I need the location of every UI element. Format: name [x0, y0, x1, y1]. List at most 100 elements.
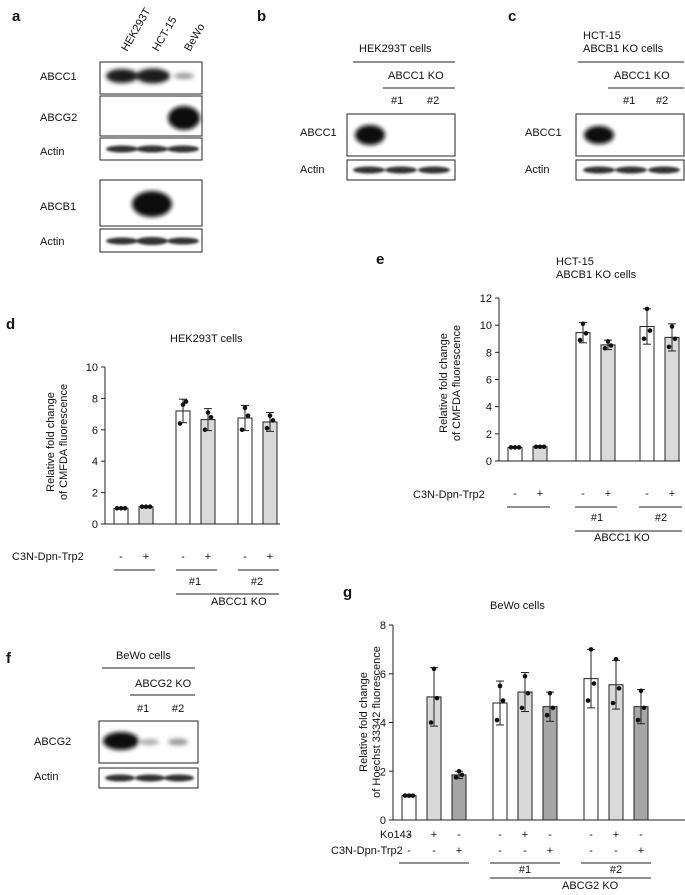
group-label: #1	[591, 512, 603, 524]
chart-e-ylabel-1: Relative fold change	[438, 333, 450, 433]
panel-c-ko-label: ABCC1 KO	[614, 70, 670, 82]
lane-label-hek293t: HEK293T	[119, 6, 153, 54]
c3n-sign: -	[589, 845, 593, 857]
c3n-sign: -	[498, 845, 502, 857]
data-point	[522, 673, 528, 679]
data-point	[456, 768, 462, 774]
data-point	[431, 666, 437, 672]
chart-g-row2-label: C3N-Dpn-Trp2	[331, 845, 403, 857]
panel-g-letter: g	[343, 584, 352, 601]
bar	[575, 332, 591, 462]
bar	[237, 417, 253, 525]
data-point	[588, 647, 594, 652]
ko143-sign: -	[548, 829, 552, 841]
ko143-sign: -	[457, 829, 461, 841]
bar	[138, 506, 154, 525]
chart-d-ylabel-2: of CMFDA fluorescence	[58, 384, 70, 500]
treatment-sign: -	[181, 551, 185, 563]
panel-a: a HEK293T HCT-15 BeWo ABCC1 ABCG2 Actin …	[12, 6, 207, 253]
data-point	[591, 681, 597, 686]
row-label-actin: Actin	[40, 146, 64, 158]
data-point	[519, 705, 525, 711]
data-point	[641, 705, 647, 711]
group-label: #1	[189, 576, 201, 588]
group-label: #2	[251, 576, 263, 588]
y-tick-label: 10	[480, 320, 492, 332]
panel-c-clone-2: #2	[656, 95, 668, 107]
data-point	[525, 690, 531, 696]
treatment-sign: +	[537, 488, 543, 500]
chart-e-ylabel-2: of CMFDA fluorescence	[451, 325, 463, 441]
ko143-sign: -	[407, 829, 411, 841]
panel-e: e HCT-15 ABCB1 KO cells Relative fold ch…	[376, 251, 682, 544]
chart-e-title-1: HCT-15	[556, 256, 594, 268]
bar	[113, 507, 129, 525]
data-point	[541, 444, 547, 450]
data-point	[453, 775, 459, 780]
panel-d-letter: d	[6, 316, 15, 333]
data-point	[118, 506, 124, 511]
data-point	[242, 405, 248, 411]
treatment-sign: -	[243, 551, 247, 563]
data-point	[183, 399, 189, 404]
y-tick-label: 4	[486, 402, 492, 414]
lane-label-bewo: BeWo	[182, 22, 207, 54]
data-point	[577, 337, 583, 343]
panel-c: c HCT-15 ABCB1 KO cells ABCC1 KO #1 #2 A…	[508, 8, 685, 181]
bar	[664, 336, 680, 462]
row-label-abcg2: ABCG2	[40, 112, 77, 124]
data-point	[638, 688, 644, 694]
data-point	[267, 413, 273, 418]
row-label-f-actin: Actin	[34, 771, 58, 783]
panel-f-ko-label: ABCG2 KO	[135, 678, 192, 690]
bar	[542, 706, 558, 821]
data-point	[147, 504, 153, 510]
treatment-sign: +	[205, 551, 211, 563]
data-point	[605, 339, 611, 344]
data-point	[205, 410, 211, 415]
ko143-sign: -	[498, 829, 502, 841]
c3n-sign: +	[547, 845, 553, 857]
panel-f-letter: f	[6, 650, 12, 667]
chart-g-plot: 0 2 4 6 8 - + - - + - - + - - - + - - + - - + #1 #2	[380, 620, 685, 879]
chart-d-plot: 0 2 4 6 8 10 - + - + - + #1 #2	[86, 362, 280, 595]
y-tick-label: 2	[486, 429, 492, 441]
data-point	[406, 793, 412, 798]
c3n-sign: +	[638, 845, 644, 857]
treatment-sign: -	[119, 551, 123, 563]
data-point	[533, 444, 539, 450]
group-label: #2	[610, 864, 622, 876]
treatment-sign: -	[645, 488, 649, 500]
group-label: #1	[519, 864, 531, 876]
panel-a-letter: a	[12, 8, 21, 25]
y-tick-label: 2	[92, 488, 98, 500]
y-tick-label: 8	[380, 620, 386, 632]
panel-b-header: HEK293T cells	[359, 43, 432, 55]
data-point	[508, 445, 514, 450]
bar	[200, 419, 216, 525]
data-point	[208, 414, 214, 420]
actin-bands-a	[106, 145, 199, 245]
y-tick-label: 8	[92, 393, 98, 405]
data-point	[434, 695, 440, 701]
data-point	[122, 506, 128, 511]
panel-c-letter: c	[508, 8, 516, 25]
y-tick-label: 2	[380, 766, 386, 778]
data-point	[669, 324, 675, 329]
bar	[639, 326, 655, 462]
c3n-sign: -	[407, 845, 411, 857]
treatment-sign: -	[581, 488, 585, 500]
chart-d-treatment-label: C3N-Dpn-Trp2	[12, 551, 84, 563]
chart-g-ylabel-1: Relative fold change	[358, 672, 370, 772]
row-label-f-abcg2: ABCG2	[34, 736, 71, 748]
data-point	[644, 306, 650, 312]
data-point	[177, 421, 183, 426]
data-point	[202, 427, 208, 433]
panel-g: g BeWo cells Relative fold change of Hoe…	[331, 584, 685, 892]
y-tick-label: 12	[480, 293, 492, 305]
data-point	[537, 444, 543, 450]
ko143-sign: -	[639, 829, 643, 841]
ko143-sign: +	[613, 829, 619, 841]
data-point	[143, 504, 149, 510]
